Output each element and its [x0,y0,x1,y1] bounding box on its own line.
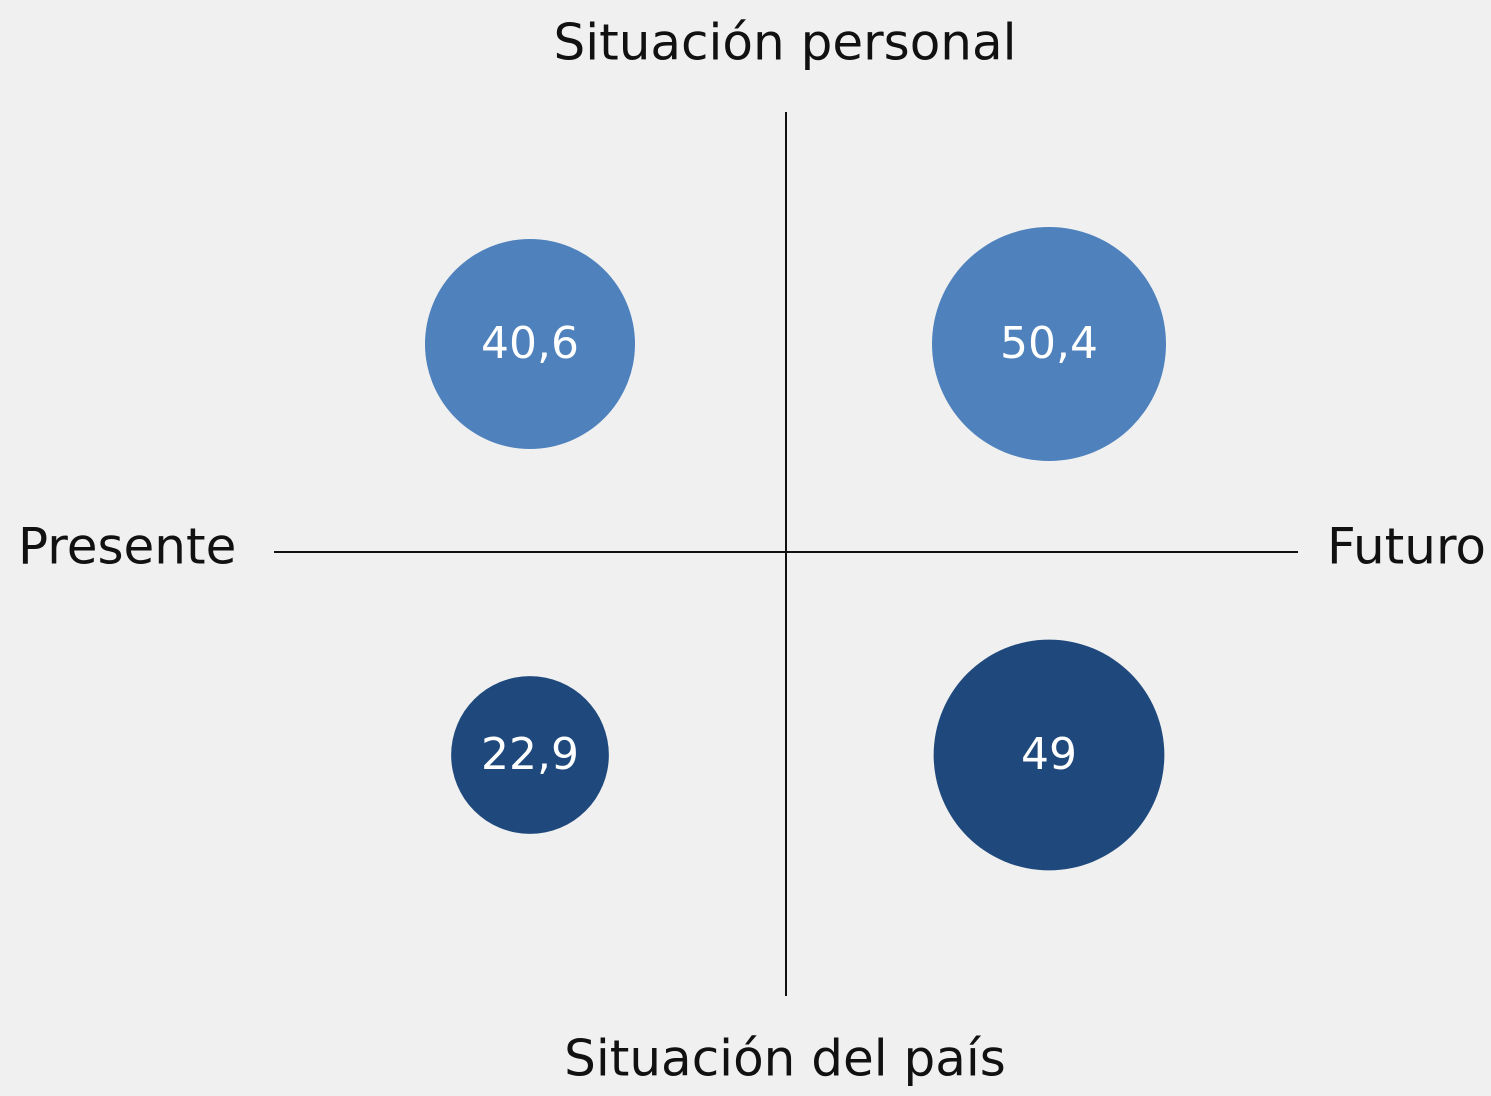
bottom-label: Situación del país [564,1030,1006,1088]
value-label: 22,9 [481,729,579,780]
bubble [933,639,1165,871]
bubble [932,227,1166,461]
right-label: Futuro [1327,518,1486,576]
value-label: 50,4 [1000,318,1098,369]
value-label: 40,6 [481,318,579,369]
left-label: Presente [18,518,236,576]
top-label: Situación personal [553,14,1016,72]
value-label: 49 [1021,729,1077,780]
bubble [424,238,636,450]
bubble [451,676,609,834]
